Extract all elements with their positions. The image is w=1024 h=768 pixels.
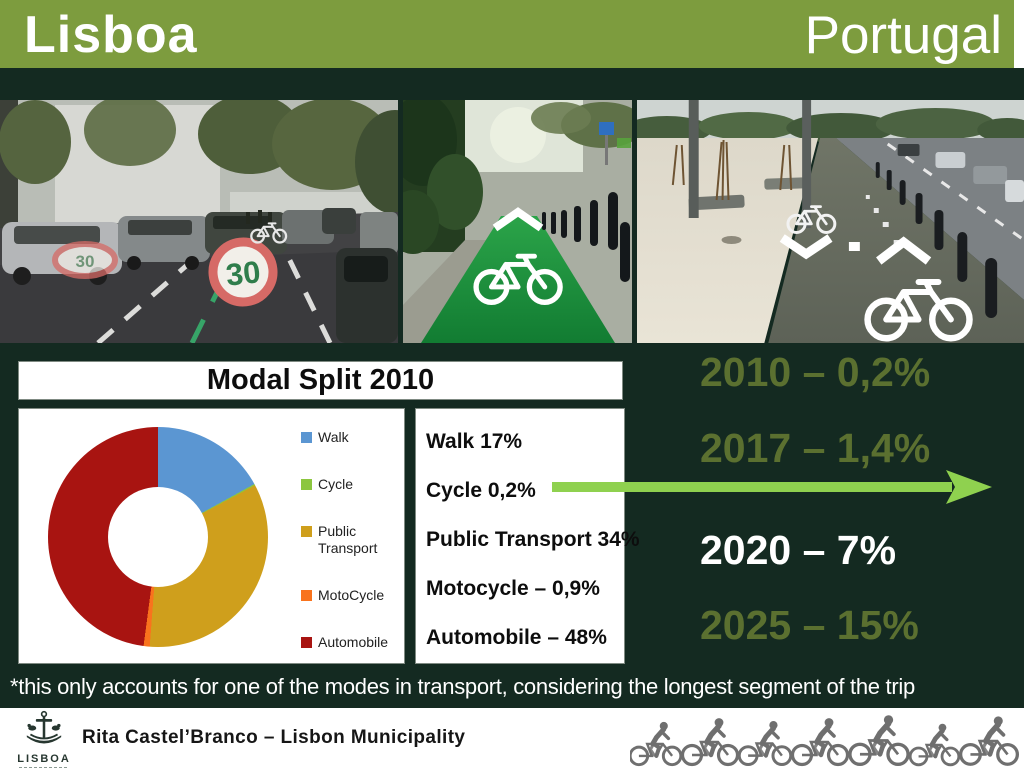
- stat-walk: Walk 17%: [426, 430, 523, 453]
- header-bar: Lisboa Portugal: [0, 0, 1024, 68]
- cyclist-icon: [788, 715, 852, 767]
- milestone-2017: 2017 – 1,4%: [700, 425, 931, 471]
- benches: [688, 177, 807, 211]
- lisboa-logo: LISBOA: [14, 710, 74, 768]
- chart-title-box: Modal Split 2010: [18, 361, 623, 400]
- legend-swatch-automobile: [301, 637, 312, 648]
- bollards: [875, 162, 998, 318]
- legend-item-motocycle: MotoCycle: [301, 587, 401, 604]
- legend-item-public-transport: Public Transport: [301, 523, 401, 557]
- legend-swatch-motocycle: [301, 590, 312, 601]
- chevron-up-marking-icon: [876, 236, 932, 265]
- legend-item-cycle: Cycle: [301, 476, 401, 493]
- logo-text: LISBOA: [17, 753, 71, 765]
- photo-cycle-track: [637, 100, 1024, 343]
- cyclist-icon: [906, 721, 963, 767]
- cyclist-icon: [956, 713, 1022, 767]
- photo-green-lane: [403, 100, 632, 343]
- chevron-marking-icon: [492, 207, 544, 232]
- chart-title: Modal Split 2010: [206, 364, 435, 396]
- tree-stakes: [671, 139, 793, 201]
- legend-label: Public Transport: [318, 523, 378, 556]
- parked-cars-right: [322, 208, 398, 343]
- photo-calm-street: 30 30: [0, 100, 398, 343]
- cyclist-icon: [735, 718, 795, 767]
- stat-motocycle: Motocycle – 0,9%: [426, 577, 600, 600]
- legend-item-automobile: Automobile: [301, 634, 401, 651]
- svg-text:30: 30: [224, 254, 262, 292]
- legend-item-walk: Walk: [301, 429, 401, 446]
- ship-with-ravens-icon: [26, 710, 62, 744]
- cyclists-graphic: [630, 709, 1022, 767]
- cyclist-icon: [678, 715, 742, 767]
- legend-label: MotoCycle: [318, 587, 385, 603]
- speed-30-roundel: 30: [208, 237, 278, 307]
- cyclist-icon: [630, 719, 685, 767]
- legend-label: Walk: [318, 429, 349, 445]
- chevron-down-marking-icon: [779, 234, 833, 260]
- bollards: [542, 192, 630, 282]
- stat-public-transport: Public Transport 34%: [426, 528, 640, 551]
- country-title: Portugal: [804, 6, 1002, 65]
- pedestrians: [246, 210, 272, 224]
- speed-30-roundel-far: 30: [52, 241, 118, 279]
- legend-label: Automobile: [318, 634, 389, 650]
- stat-automobile: Automobile – 48%: [426, 626, 607, 649]
- cyclist-icon: [845, 712, 913, 767]
- growth-arrow-icon: [552, 470, 992, 504]
- city-title: Lisboa: [24, 6, 198, 64]
- modal-split-chart: Walk Cycle Public Transport MotoCycle Au…: [18, 408, 405, 664]
- legend-label: Cycle: [318, 476, 354, 492]
- donut-chart: [48, 427, 268, 647]
- modal-split-stats: Walk 17% Cycle 0,2% Public Transport 34%…: [415, 408, 640, 664]
- stat-cycle: Cycle 0,2%: [426, 479, 536, 502]
- footer-bar: LISBOA Rita Castel’Branco – Lisbon Munic…: [0, 708, 1024, 768]
- credit-text: Rita Castel’Branco – Lisbon Municipality: [82, 727, 466, 748]
- milestones: 2010 – 0,2% 2017 – 1,4% 2020 – 7% 2025 –…: [700, 350, 1020, 647]
- chart-legend: Walk Cycle Public Transport MotoCycle Au…: [301, 429, 401, 651]
- milestone-2020: 2020 – 7%: [700, 527, 897, 573]
- header-corner-decoration: [1014, 0, 1024, 68]
- legend-swatch-walk: [301, 432, 312, 443]
- footnote: *this only accounts for one of the modes…: [10, 674, 915, 699]
- legend-swatch-cycle: [301, 479, 312, 490]
- milestone-2010: 2010 – 0,2%: [700, 349, 931, 395]
- legend-swatch-public-transport: [301, 526, 312, 537]
- photo-strip: 30 30: [0, 100, 1024, 343]
- svg-text:30: 30: [76, 252, 95, 271]
- milestone-2025: 2025 – 15%: [700, 602, 919, 648]
